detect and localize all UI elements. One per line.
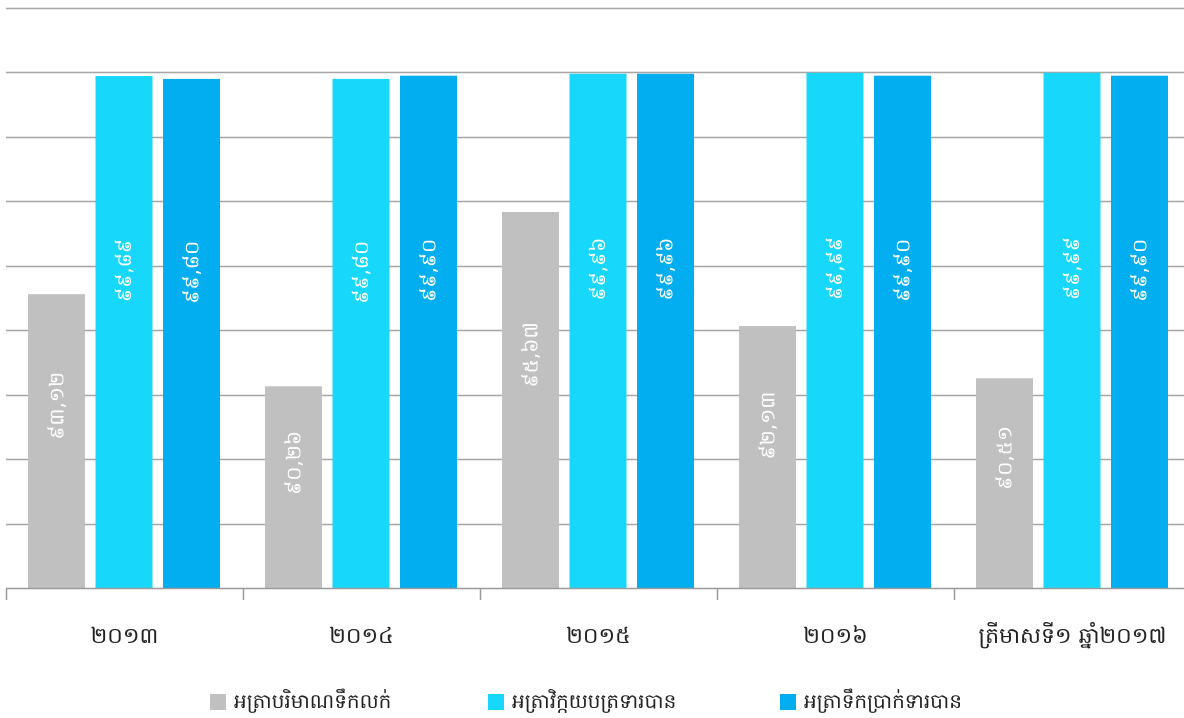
bar (95, 76, 153, 588)
data-label: ៩៥,៦៧ (519, 322, 543, 387)
category-label: ២០១៥ (566, 624, 630, 649)
data-label: ៩៩,៩៦ (586, 238, 610, 301)
data-label: ៩៩,៩០ (417, 239, 441, 302)
bar (502, 211, 559, 588)
legend-label: អត្រាបរិមាណទឹកលក់ (234, 688, 391, 713)
category-label: ត្រីមាសទី១ ឆ្នាំ២០១៧ (979, 622, 1167, 649)
x-axis: ២០១៣ ២០១៤ ២០១៥ ២០១៦ ត្រីមាសទី១ ឆ្នាំ២០១៧ (5, 587, 1184, 649)
data-label: ៩៩,៩៩ (1060, 237, 1084, 300)
data-label: ៩៩,៩៦ (654, 238, 678, 301)
data-label: ៩០,២៦ (282, 431, 306, 495)
data-label: ៩៩,៩០ (1128, 239, 1152, 302)
data-label: ៩៩,៨៩ (112, 239, 136, 302)
bar (1111, 75, 1168, 588)
legend-label: អត្រាវិក្កយបត្រទារបាន (512, 688, 676, 713)
legend-swatch (488, 694, 504, 710)
legend-swatch (210, 694, 226, 710)
category-label: ២០១៣ (91, 624, 159, 649)
data-label: ៩៩,៨០ (180, 241, 204, 304)
bar (1043, 72, 1101, 589)
bar (332, 78, 390, 588)
data-label: ៩៣,១២ (45, 372, 69, 440)
legend: អត្រាបរិមាណទឹកលក់ អត្រាវិក្កយបត្រទារបាន អត… (210, 688, 962, 713)
bar (400, 75, 457, 588)
bar (806, 72, 864, 589)
data-label: ៩៩,៨០ (349, 241, 373, 304)
bar (265, 386, 322, 588)
category-label: ២០១៦ (803, 624, 867, 649)
legend-swatch (780, 694, 796, 710)
legend-label: អត្រាទឹកប្រាក់ទារបាន (804, 688, 962, 713)
data-label: ៩៩,៩៩ (823, 237, 847, 300)
bar (874, 75, 931, 588)
bar (976, 378, 1033, 588)
data-label: ៩០,៥១ (993, 426, 1017, 490)
bar (163, 78, 220, 588)
bar (569, 73, 627, 588)
data-label: ៩២,១៣ (756, 392, 780, 460)
bar (739, 326, 796, 588)
bar (637, 73, 694, 588)
bar (28, 294, 85, 588)
data-label: ៩៩,៩០ (891, 239, 915, 302)
category-label: ២០១៤ (329, 624, 393, 649)
